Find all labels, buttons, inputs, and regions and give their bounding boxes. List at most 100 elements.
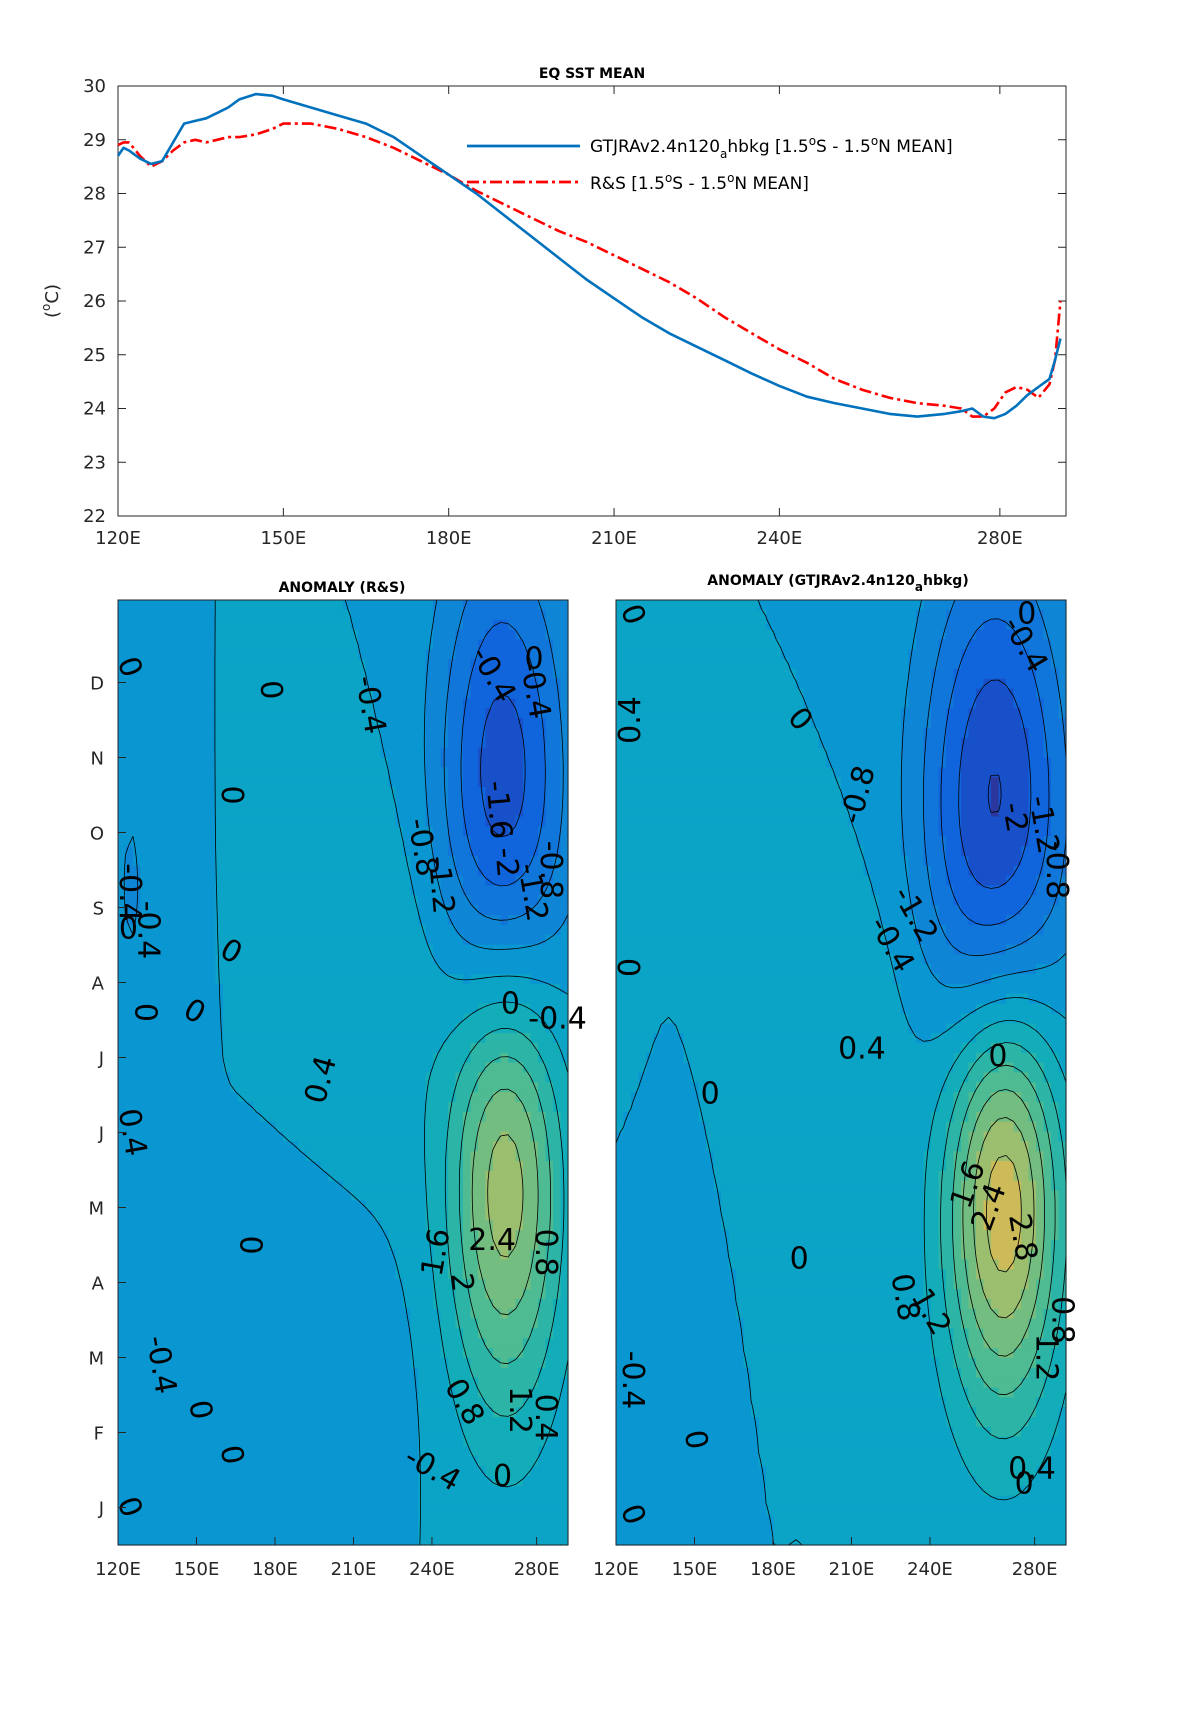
- heatmap-cell: [140, 688, 149, 700]
- heatmap-cell: [118, 1377, 127, 1389]
- heatmap-cell: [118, 1170, 127, 1182]
- heatmap-cell: [200, 747, 209, 759]
- heatmap-cell: [418, 1151, 427, 1162]
- heatmap-cell: [260, 993, 269, 1005]
- heatmap-cell: [545, 668, 554, 680]
- heatmap-cell: [200, 1131, 209, 1142]
- heatmap-cell: [215, 747, 224, 759]
- heatmap-cell: [335, 678, 344, 690]
- heatmap-cell: [163, 885, 172, 896]
- heatmap-cell: [410, 974, 419, 985]
- heatmap-cell: [343, 944, 352, 955]
- heatmap-cell: [185, 659, 194, 670]
- heatmap-cell: [380, 1003, 389, 1015]
- heatmap-cell: [283, 678, 292, 690]
- heatmap-cell: [163, 1013, 172, 1024]
- heatmap-cell: [343, 974, 352, 985]
- heatmap-cell: [403, 609, 412, 621]
- heatmap-cell: [493, 1239, 502, 1251]
- heatmap-cell: [305, 629, 314, 640]
- heatmap-cell: [148, 1072, 157, 1083]
- heatmap-cell: [140, 1151, 149, 1162]
- heatmap-cell: [508, 875, 517, 887]
- heatmap-cell: [418, 1023, 427, 1034]
- heatmap-cell: [373, 1092, 382, 1103]
- heatmap-cell: [335, 816, 344, 827]
- heatmap-cell: [245, 1220, 254, 1231]
- heatmap-cell: [425, 1289, 434, 1300]
- heatmap-cell: [470, 934, 479, 946]
- heatmap-cell: [448, 974, 457, 985]
- heatmap-cell: [223, 964, 232, 975]
- heatmap-cell: [313, 1003, 322, 1015]
- heatmap-cell: [283, 1279, 292, 1290]
- heatmap-cell: [373, 737, 382, 749]
- heatmap-cell: [320, 974, 329, 985]
- heatmap-cell: [125, 649, 134, 660]
- heatmap-cell: [380, 1092, 389, 1103]
- heatmap-cell: [455, 1397, 464, 1408]
- heatmap-cell: [215, 1220, 224, 1231]
- heatmap-cell: [253, 757, 262, 768]
- heatmap-cell: [538, 639, 547, 650]
- heatmap-cell: [373, 1111, 382, 1123]
- heatmap-cell: [508, 1092, 517, 1103]
- heatmap-cell: [178, 816, 187, 827]
- heatmap-cell: [380, 1239, 389, 1251]
- heatmap-cell: [245, 1151, 254, 1162]
- heatmap-cell: [133, 1200, 142, 1211]
- heatmap-cell: [350, 885, 359, 896]
- heatmap-cell: [440, 1131, 449, 1142]
- heatmap-cell: [523, 855, 532, 867]
- heatmap-cell: [320, 1249, 329, 1261]
- heatmap-cell: [515, 1308, 524, 1320]
- heatmap-cell: [125, 944, 134, 955]
- heatmap-cell: [290, 1042, 299, 1054]
- heatmap-cell: [485, 1318, 494, 1330]
- heatmap-cell: [335, 1298, 344, 1310]
- heatmap-cell: [200, 1170, 209, 1182]
- heatmap-cell: [155, 619, 164, 631]
- heatmap-cell: [463, 1200, 472, 1211]
- heatmap-cell: [215, 846, 224, 857]
- heatmap-cell: [403, 905, 412, 916]
- heatmap-cell: [283, 954, 292, 965]
- heatmap-cell: [148, 1377, 157, 1389]
- heatmap-cell: [418, 1318, 427, 1330]
- heatmap-cell: [238, 708, 247, 719]
- heatmap-cell: [433, 688, 442, 700]
- heatmap-cell: [448, 1102, 457, 1113]
- heatmap-cell: [470, 885, 479, 896]
- heatmap-cell: [163, 659, 172, 670]
- y-axis-label-degree: o: [39, 304, 53, 311]
- heatmap-cell: [403, 1230, 412, 1241]
- heatmap-cell: [200, 1269, 209, 1280]
- heatmap-cell: [545, 1013, 554, 1024]
- heatmap-cell: [230, 836, 239, 847]
- heatmap-cell: [523, 905, 532, 916]
- heatmap-cell: [208, 855, 217, 867]
- heatmap-cell: [155, 668, 164, 680]
- heatmap-cell: [230, 885, 239, 896]
- heatmap-cell: [253, 649, 262, 660]
- heatmap-cell: [395, 993, 404, 1005]
- heatmap-cell: [538, 983, 547, 995]
- heatmap-cell: [230, 629, 239, 640]
- heatmap-cell: [133, 944, 142, 955]
- heatmap-cell: [283, 1367, 292, 1379]
- heatmap-cell: [403, 1180, 412, 1192]
- heatmap-cell: [418, 1338, 427, 1349]
- heatmap-cell: [358, 777, 367, 788]
- heatmap-cell: [260, 1357, 269, 1369]
- heatmap-cell: [440, 1357, 449, 1369]
- heatmap-cell: [140, 974, 149, 985]
- heatmap-cell: [403, 1013, 412, 1024]
- heatmap-cell: [148, 846, 157, 857]
- heatmap-cell: [440, 1052, 449, 1064]
- heatmap-cell: [425, 875, 434, 887]
- heatmap-cell: [290, 1111, 299, 1123]
- heatmap-cell: [365, 1397, 374, 1408]
- heatmap-cell: [530, 1111, 539, 1123]
- heatmap-cell: [440, 1318, 449, 1330]
- heatmap-cell: [455, 708, 464, 719]
